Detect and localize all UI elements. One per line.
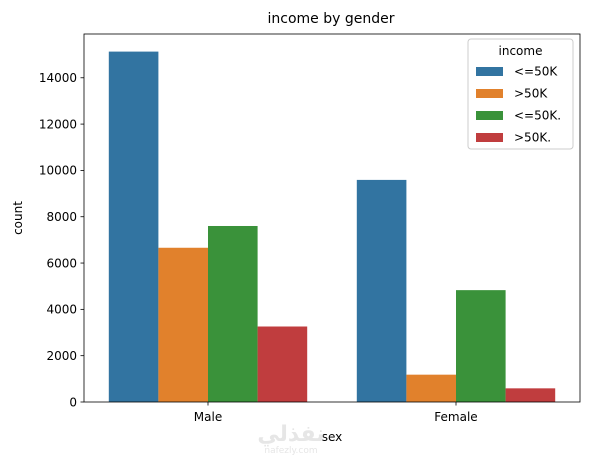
x-axis-label: sex (322, 430, 343, 444)
bar-female-series-0 (356, 179, 407, 402)
legend: income <=50K >50K <=50K. >50K. (467, 38, 574, 150)
legend-swatch (476, 89, 503, 98)
bar-male-series-3 (257, 326, 308, 402)
watermark-arabic: نفذلي (257, 422, 324, 447)
legend-entry-label: >50K (514, 87, 548, 101)
bar-female-series-2 (456, 290, 506, 402)
y-tick-label: 2000 (46, 349, 77, 363)
legend-box (467, 38, 574, 150)
legend-entry-label: >50K. (514, 131, 551, 145)
bars-group (108, 51, 556, 402)
bar-male-series-0 (108, 51, 159, 402)
y-axis-label: count (11, 201, 25, 235)
y-tick-label: 8000 (46, 210, 77, 224)
chart-title: income by gender (268, 11, 395, 27)
bar-female-series-3 (505, 388, 556, 402)
x-tick-label: Male (194, 410, 222, 424)
watermark: نفذلي nafezly.com (257, 422, 324, 455)
y-tick-label: 6000 (46, 256, 77, 270)
y-tick-label: 10000 (39, 164, 77, 178)
legend-entry-label: <=50K (514, 65, 558, 79)
legend-swatch (476, 67, 503, 76)
legend-title: income (499, 44, 543, 58)
y-tick-label: 12000 (39, 117, 77, 131)
legend-swatch (476, 133, 503, 142)
watermark-latin: nafezly.com (264, 446, 317, 455)
bar-male-series-1 (158, 247, 208, 402)
x-axis: Male Female (194, 402, 478, 424)
y-axis: 0 2000 4000 6000 8000 10000 12000 14000 (39, 71, 84, 409)
legend-entry-label: <=50K. (514, 109, 561, 123)
y-tick-label: 4000 (46, 303, 77, 317)
plot-frame (83, 33, 581, 403)
y-tick-label: 0 (69, 395, 77, 409)
x-tick-label: Female (434, 410, 477, 424)
y-tick-label: 14000 (39, 71, 77, 85)
legend-swatch (476, 111, 503, 120)
bar-female-series-1 (406, 374, 456, 402)
bar-male-series-2 (208, 225, 258, 402)
